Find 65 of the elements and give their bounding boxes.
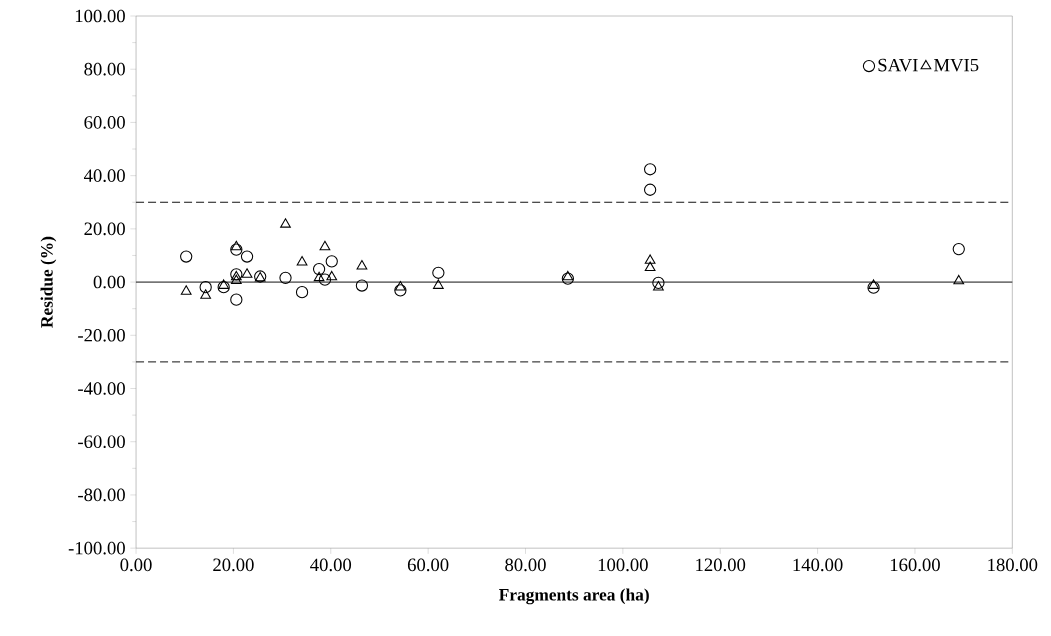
legend-label: MVI5 [934, 58, 979, 72]
point [953, 274, 965, 285]
x-tick-label: 100.00 [598, 558, 648, 572]
point [230, 240, 242, 251]
point [653, 280, 664, 291]
point [180, 250, 193, 263]
y-tick-label: -100.00 [68, 541, 125, 555]
point [562, 270, 574, 281]
x-tick-label: 120.00 [696, 558, 746, 572]
point [432, 279, 444, 289]
x-tick-label: 180.00 [988, 558, 1038, 572]
y-tick-label: 80.00 [84, 62, 125, 76]
point [394, 284, 407, 297]
point [279, 271, 292, 284]
x-tick-label: 20.00 [213, 558, 254, 572]
y-tick-label: -60.00 [78, 435, 125, 448]
y-tick-label: 20.00 [84, 222, 125, 236]
point [652, 276, 665, 289]
point [355, 279, 369, 292]
point [199, 280, 212, 294]
point [217, 280, 230, 294]
y-tick-label: 60.00 [84, 115, 125, 129]
point [318, 273, 332, 286]
point [295, 285, 309, 299]
point [644, 254, 656, 264]
point [312, 262, 326, 276]
x-tick-label: 80.00 [505, 558, 546, 572]
y-tick-label: -40.00 [78, 382, 125, 395]
point [230, 274, 242, 284]
point [432, 266, 445, 279]
y-tick-label: 40.00 [83, 169, 125, 182]
point [867, 281, 880, 294]
x-tick-label: 40.00 [310, 558, 352, 572]
y-tick-label: 100.00 [75, 9, 125, 23]
point [643, 163, 657, 176]
point [561, 272, 574, 285]
point [868, 279, 879, 289]
x-tick-label: 160.00 [890, 558, 940, 572]
point [230, 243, 243, 256]
point [240, 250, 254, 263]
point [643, 183, 657, 196]
point [230, 293, 243, 306]
legend-label: SAVI [878, 58, 918, 72]
point [325, 255, 338, 268]
point [326, 270, 338, 281]
point [644, 261, 656, 271]
x-tick-label: 60.00 [407, 558, 449, 572]
y-axis-title: Residue (%) [40, 236, 57, 328]
point [356, 259, 368, 270]
y-tick-label: -80.00 [78, 488, 125, 502]
y-tick-label: -20.00 [78, 328, 125, 342]
point [395, 280, 406, 291]
x-tick-label: 140.00 [793, 558, 843, 572]
point [200, 289, 212, 299]
point [319, 240, 331, 251]
point [241, 268, 253, 278]
y-tick-label: 0.00 [93, 275, 125, 289]
point [180, 285, 192, 295]
point [313, 271, 325, 282]
point [296, 255, 308, 266]
point [952, 242, 965, 256]
point [218, 279, 230, 289]
x-axis-title: Fragments area (ha) [499, 588, 649, 605]
point [280, 218, 291, 228]
x-tick-label: 0.00 [120, 558, 152, 572]
